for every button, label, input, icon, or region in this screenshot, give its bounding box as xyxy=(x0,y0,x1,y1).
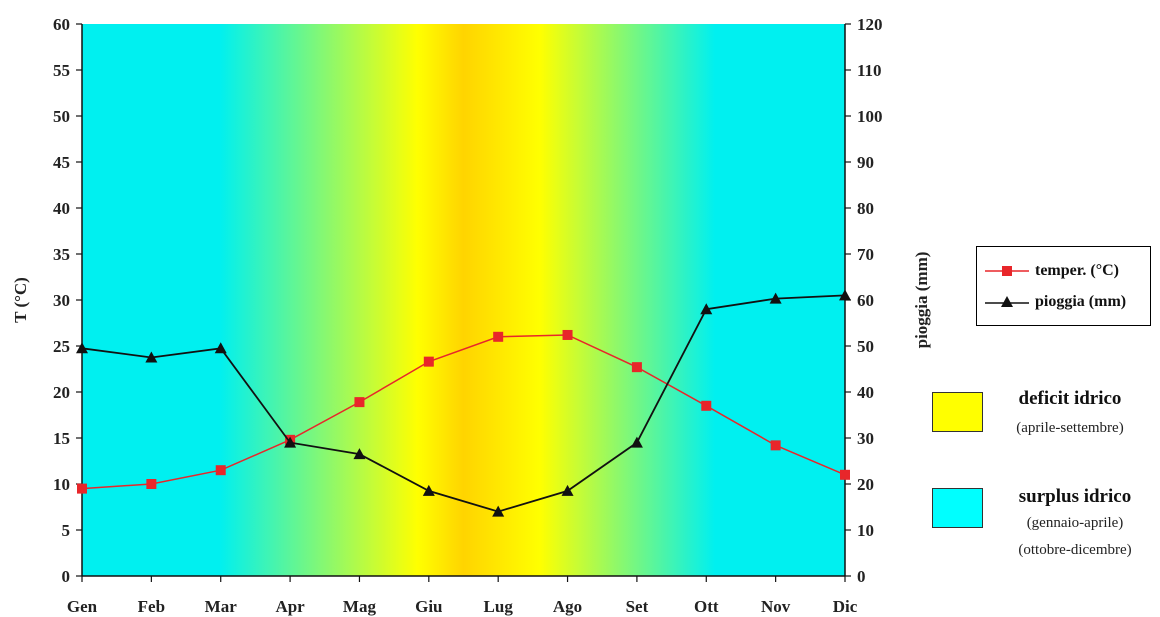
left-tick-label: 15 xyxy=(53,429,70,448)
left-tick-label: 10 xyxy=(53,475,70,494)
left-tick-label: 30 xyxy=(53,291,70,310)
right-tick-label: 80 xyxy=(857,199,874,218)
x-tick-label: Mag xyxy=(343,597,377,616)
temperature-point xyxy=(493,331,504,342)
surplus-subtitle-1: (gennaio-aprile) xyxy=(1026,515,1124,531)
right-tick-label: 120 xyxy=(857,15,883,34)
temperature-point xyxy=(840,469,850,480)
temperature-point xyxy=(770,440,781,451)
right-tick-label: 110 xyxy=(857,61,882,80)
left-tick-label: 55 xyxy=(53,61,70,80)
x-tick-label: Set xyxy=(626,597,649,616)
left-tick-label: 35 xyxy=(53,245,70,264)
right-tick-label: 20 xyxy=(857,475,874,494)
rain-point xyxy=(492,505,505,517)
x-tick-label: Dic xyxy=(833,597,858,616)
rain-point xyxy=(214,342,227,354)
right-tick-label: 40 xyxy=(857,383,874,402)
left-tick-label: 5 xyxy=(62,521,71,540)
x-tick-label: Mar xyxy=(205,597,238,616)
plot-background xyxy=(82,24,845,576)
left-tick-label: 40 xyxy=(53,199,70,218)
rain-point xyxy=(630,436,643,448)
temperature-point xyxy=(77,483,87,494)
surplus-subtitle-2: (ottobre-dicembre) xyxy=(1018,542,1132,558)
rain-point xyxy=(561,484,574,496)
temperature-point xyxy=(215,465,226,476)
x-tick-label: Ago xyxy=(553,597,582,616)
rain-point xyxy=(422,484,435,496)
surplus-swatch xyxy=(932,488,983,528)
right-tick-label: 50 xyxy=(857,337,874,356)
deficit-title: deficit idrico xyxy=(1018,388,1122,409)
legend-rain-marker xyxy=(985,296,1029,307)
temperature-point xyxy=(354,397,365,408)
legend-rain-label: pioggia (mm) xyxy=(1035,293,1127,310)
rain-point xyxy=(145,351,158,363)
deficit-subtitle: (aprile-settembre) xyxy=(1016,420,1124,436)
x-tick-label: Nov xyxy=(761,597,791,616)
y-left-title: T (°C) xyxy=(11,277,30,323)
temperature-point xyxy=(562,329,573,340)
left-tick-label: 25 xyxy=(53,337,70,356)
right-tick-label: 60 xyxy=(857,291,874,310)
right-tick-label: 0 xyxy=(857,567,866,586)
x-axis: Gen Feb Mar Apr Mag Giu Lug Ago Set Ott Nov Dic xyxy=(67,575,858,616)
legend-temperature-label: temper. (°C) xyxy=(1035,262,1119,279)
x-tick-label: Lug xyxy=(484,597,514,616)
rain-point xyxy=(839,289,851,301)
right-tick-label: 100 xyxy=(857,107,883,126)
left-tick-label: 20 xyxy=(53,383,70,402)
series-line-temperature xyxy=(81,334,846,490)
right-tick-label: 70 xyxy=(857,245,874,264)
temperature-point xyxy=(423,356,434,367)
right-tick-label: 90 xyxy=(857,153,874,172)
series-line-rain xyxy=(81,294,846,513)
right-tick-label: 30 xyxy=(857,429,874,448)
right-axis: 0 10 20 30 40 50 60 70 80 90 100 110 120 xyxy=(844,15,883,586)
left-tick-label: 0 xyxy=(62,567,71,586)
series-layer xyxy=(76,289,851,517)
temperature-point xyxy=(631,362,642,373)
rain-point xyxy=(284,436,297,448)
left-tick-label: 50 xyxy=(53,107,70,126)
temperature-point xyxy=(146,479,157,489)
x-tick-label: Apr xyxy=(275,597,305,616)
left-tick-label: 60 xyxy=(53,15,70,34)
rain-point xyxy=(353,448,366,460)
legend: temper. (°C) pioggia (mm) xyxy=(976,246,1151,326)
x-tick-label: Ott xyxy=(694,597,719,616)
legend-temperature-marker xyxy=(985,266,1029,276)
rain-point xyxy=(700,303,713,315)
x-tick-label: Gen xyxy=(67,597,98,616)
legend-item-temperature: temper. (°C) xyxy=(985,259,1119,283)
left-tick-label: 45 xyxy=(53,153,70,172)
rain-point xyxy=(769,292,782,304)
temperature-point xyxy=(701,400,712,411)
left-axis: 0 5 10 15 20 25 30 35 40 45 50 55 60 xyxy=(53,15,83,586)
deficit-swatch xyxy=(932,392,983,432)
surplus-title: surplus idrico xyxy=(1018,486,1132,507)
y-right-title: pioggia (mm) xyxy=(912,252,931,349)
right-tick-label: 10 xyxy=(857,521,874,540)
legend-item-rain: pioggia (mm) xyxy=(985,290,1126,314)
x-tick-label: Giu xyxy=(415,597,442,616)
rain-point xyxy=(76,342,88,354)
x-tick-label: Feb xyxy=(138,597,165,616)
